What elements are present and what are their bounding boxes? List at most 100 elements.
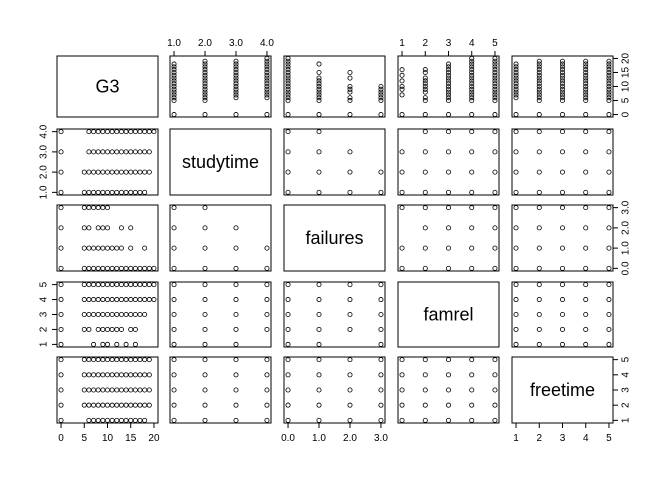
panel-freetime-vs-g3 (511, 55, 614, 118)
data-point (492, 98, 498, 104)
data-point (285, 58, 291, 64)
data-point (58, 149, 64, 155)
data-point (606, 149, 612, 155)
variable-label: failures (305, 228, 363, 248)
data-point (58, 341, 64, 347)
data-point (606, 282, 612, 288)
data-point (399, 189, 405, 195)
data-point (123, 189, 129, 195)
panel-famrel-vs-freetime (397, 356, 500, 424)
data-point (171, 61, 177, 67)
data-point (606, 225, 612, 231)
data-point (58, 311, 64, 317)
data-point (560, 69, 566, 75)
data-point (583, 245, 589, 251)
data-point (560, 326, 566, 332)
data-point (137, 387, 143, 393)
data-point (399, 357, 405, 363)
data-point (560, 265, 566, 271)
data-point (285, 326, 291, 332)
data-point (146, 402, 152, 408)
data-point (142, 265, 148, 271)
data-point (264, 67, 270, 73)
data-point (81, 245, 87, 251)
data-point (606, 86, 612, 92)
data-point (137, 297, 143, 303)
data-point (492, 189, 498, 195)
data-point (285, 86, 291, 92)
data-point (536, 84, 542, 90)
data-point (114, 402, 120, 408)
data-point (583, 169, 589, 175)
data-point (285, 417, 291, 423)
data-point (142, 245, 148, 251)
data-point (422, 245, 428, 251)
data-point (469, 86, 475, 92)
data-point (285, 89, 291, 95)
data-point (606, 84, 612, 90)
data-point (469, 98, 475, 104)
data-point (146, 387, 152, 393)
diagonal-panel-freetime: freetime (511, 356, 614, 424)
tick-label: 0 (58, 433, 64, 444)
data-point (128, 189, 134, 195)
data-point (171, 372, 177, 378)
data-point (146, 357, 152, 363)
data-point (536, 149, 542, 155)
panel-frame (56, 204, 159, 272)
data-point (202, 69, 208, 75)
data-point (86, 311, 92, 317)
data-point (132, 149, 138, 155)
data-point (91, 205, 97, 211)
data-point (142, 169, 148, 175)
data-point (109, 311, 115, 317)
data-point (109, 387, 115, 393)
data-point (606, 98, 612, 104)
data-point (422, 89, 428, 95)
data-point (95, 297, 101, 303)
variable-label: studytime (182, 152, 259, 172)
panel-frame (169, 55, 272, 118)
data-point (81, 225, 87, 231)
data-point (233, 86, 239, 92)
data-point (606, 311, 612, 317)
data-point (114, 297, 120, 303)
data-point (513, 81, 519, 87)
data-point (560, 72, 566, 78)
data-point (606, 95, 612, 101)
data-point (171, 297, 177, 303)
data-point (132, 265, 138, 271)
data-point (285, 387, 291, 393)
data-point (81, 282, 87, 288)
tick-label: 0.0 (621, 261, 632, 275)
data-point (513, 205, 519, 211)
data-point (560, 189, 566, 195)
data-point (132, 387, 138, 393)
panel-freetime-vs-failures (511, 204, 614, 272)
panel-famrel-vs-failures (397, 204, 500, 272)
data-point (316, 417, 322, 423)
data-point (105, 169, 111, 175)
data-point (560, 89, 566, 95)
data-point (202, 67, 208, 73)
data-point (492, 149, 498, 155)
data-point (109, 282, 115, 288)
data-point (583, 58, 589, 64)
data-point (109, 417, 115, 423)
data-point (100, 205, 106, 211)
y-axis-failures-right: 0.0 1.0 2.0 3.0 (612, 200, 632, 275)
data-point (202, 225, 208, 231)
data-point (86, 326, 92, 332)
data-point (109, 297, 115, 303)
data-point (233, 402, 239, 408)
data-point (316, 169, 322, 175)
data-point (285, 98, 291, 104)
data-point (399, 372, 405, 378)
data-point (513, 341, 519, 347)
data-point (422, 169, 428, 175)
data-point (492, 205, 498, 211)
data-point (347, 84, 353, 90)
data-point (142, 372, 148, 378)
data-point (123, 341, 129, 347)
data-point (81, 311, 87, 317)
